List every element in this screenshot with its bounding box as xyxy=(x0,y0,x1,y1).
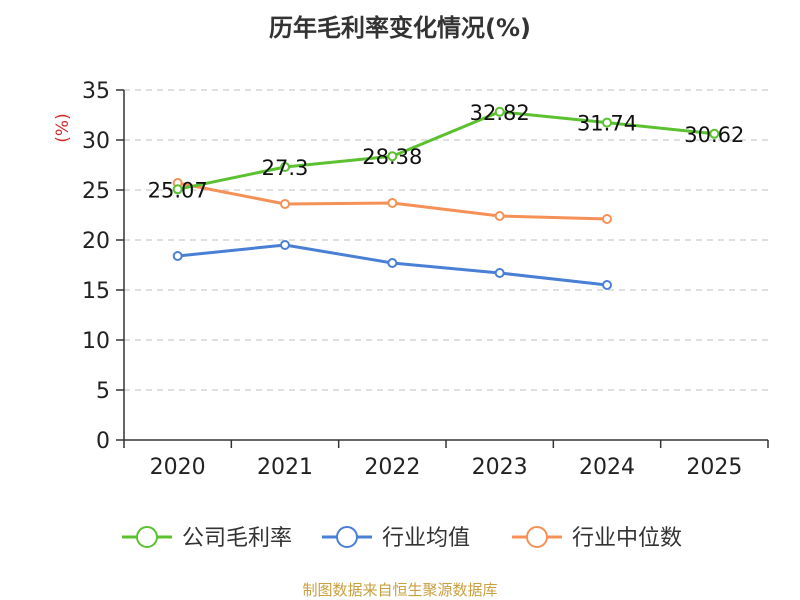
data-label: 28.38 xyxy=(362,145,422,169)
data-point xyxy=(280,240,290,250)
y-tick-label: 15 xyxy=(82,279,110,304)
legend-label: 公司毛利率 xyxy=(182,526,292,551)
data-label: 27.3 xyxy=(262,156,309,180)
data-point xyxy=(602,117,612,128)
data-point xyxy=(387,258,398,268)
data-point xyxy=(172,251,183,261)
y-tick-label: 0 xyxy=(96,429,110,454)
legend-label: 行业均值 xyxy=(382,526,470,551)
x-tick-label: 2025 xyxy=(686,455,742,480)
y-tick-label: 20 xyxy=(82,229,110,254)
y-tick-label: 30 xyxy=(82,129,110,154)
data-point xyxy=(494,211,505,221)
data-label: 25.07 xyxy=(148,178,208,202)
chart-title: 历年毛利率变化情况(%) xyxy=(269,14,531,42)
data-point xyxy=(494,106,505,117)
y-axis-label: (%) xyxy=(53,113,73,142)
data-label: 31.74 xyxy=(577,112,637,136)
legend-marker-icon xyxy=(526,526,548,548)
legend-marker-icon xyxy=(336,526,358,548)
y-tick-label: 25 xyxy=(82,179,110,204)
x-tick-label: 2022 xyxy=(364,455,420,480)
legend-marker-icon xyxy=(136,526,158,548)
y-tick-label: 10 xyxy=(82,329,110,354)
data-point xyxy=(709,128,720,139)
x-tick-label: 2023 xyxy=(472,455,528,480)
data-point xyxy=(494,268,505,278)
data-point xyxy=(172,184,183,195)
y-tick-label: 5 xyxy=(96,379,110,404)
data-point xyxy=(387,198,398,208)
series-line xyxy=(177,110,715,191)
data-point xyxy=(280,162,290,172)
x-tick-label: 2020 xyxy=(150,455,206,480)
data-point xyxy=(387,151,398,162)
data-label: 32.82 xyxy=(470,101,530,125)
x-tick-label: 2021 xyxy=(257,455,313,480)
x-tick-label: 2024 xyxy=(579,455,635,480)
legend-label: 行业中位数 xyxy=(572,526,682,551)
data-label: 30.62 xyxy=(684,123,744,147)
data-source-note: 制图数据来自恒生聚源数据库 xyxy=(302,581,498,599)
data-point xyxy=(280,199,290,209)
data-point xyxy=(602,280,612,290)
data-point xyxy=(602,214,612,224)
y-tick-label: 35 xyxy=(82,79,110,104)
